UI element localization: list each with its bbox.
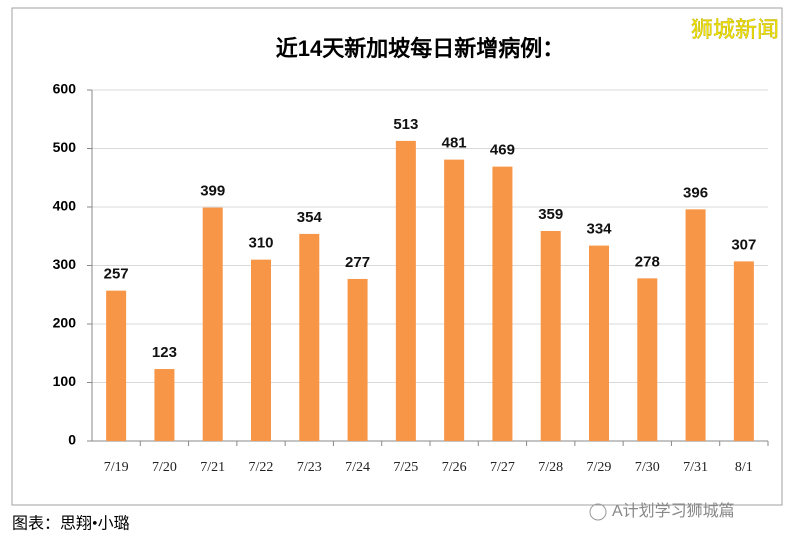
data-label: 399 (200, 183, 225, 200)
bar (347, 278, 368, 441)
bar (106, 290, 127, 441)
bar (154, 369, 175, 441)
y-tick-label: 600 (53, 81, 77, 97)
y-tick-label: 500 (53, 139, 77, 155)
y-tick-label: 200 (53, 315, 77, 331)
x-tick-label: 7/24 (345, 460, 370, 475)
bar (299, 233, 320, 441)
x-tick-label: 7/30 (635, 460, 660, 475)
y-tick-label: 300 (53, 256, 77, 272)
data-label: 469 (490, 142, 515, 159)
bar (637, 278, 658, 441)
bar (685, 209, 706, 441)
data-label: 513 (393, 116, 418, 133)
data-label: 123 (152, 344, 177, 361)
x-tick-label: 8/1 (735, 460, 753, 475)
data-label: 310 (248, 235, 273, 252)
x-tick-label: 7/20 (152, 460, 177, 475)
x-tick-label: 7/29 (587, 460, 612, 475)
x-tick-label: 7/27 (490, 460, 515, 475)
x-tick-label: 7/21 (200, 460, 225, 475)
wechat-icon (589, 503, 607, 521)
bar (251, 259, 271, 441)
x-tick-label: 7/25 (393, 460, 418, 475)
y-tick-label: 400 (53, 198, 77, 214)
bar (395, 140, 416, 441)
bar (492, 166, 513, 441)
x-tick-label: 7/26 (442, 460, 467, 475)
data-label: 396 (683, 184, 708, 201)
x-tick-label: 7/22 (249, 460, 274, 475)
data-label: 334 (586, 221, 612, 238)
data-label: 359 (538, 206, 563, 223)
watermark: 狮城新闻 (691, 17, 779, 42)
data-label: 354 (297, 209, 323, 226)
data-label: 257 (104, 266, 129, 283)
x-tick-label: 7/28 (538, 460, 563, 475)
caption: 图表：思翔•小璐 (12, 515, 130, 533)
y-tick-label: 0 (68, 432, 76, 448)
data-label: 307 (731, 236, 756, 253)
bar (540, 230, 561, 441)
bar (589, 245, 609, 441)
x-tick-label: 7/23 (297, 460, 322, 475)
bar (444, 159, 465, 442)
data-label: 481 (442, 135, 467, 152)
chart-title: 近14天新加坡每日新增病例： (276, 36, 564, 61)
x-tick-label: 7/19 (104, 460, 129, 475)
data-label: 278 (635, 253, 660, 270)
data-label: 277 (345, 254, 370, 271)
source-badge: A计划学习狮城篇 (612, 502, 735, 520)
y-tick-label: 100 (53, 373, 77, 389)
bar (733, 261, 754, 441)
x-tick-label: 7/31 (683, 460, 708, 475)
bar (202, 207, 223, 441)
